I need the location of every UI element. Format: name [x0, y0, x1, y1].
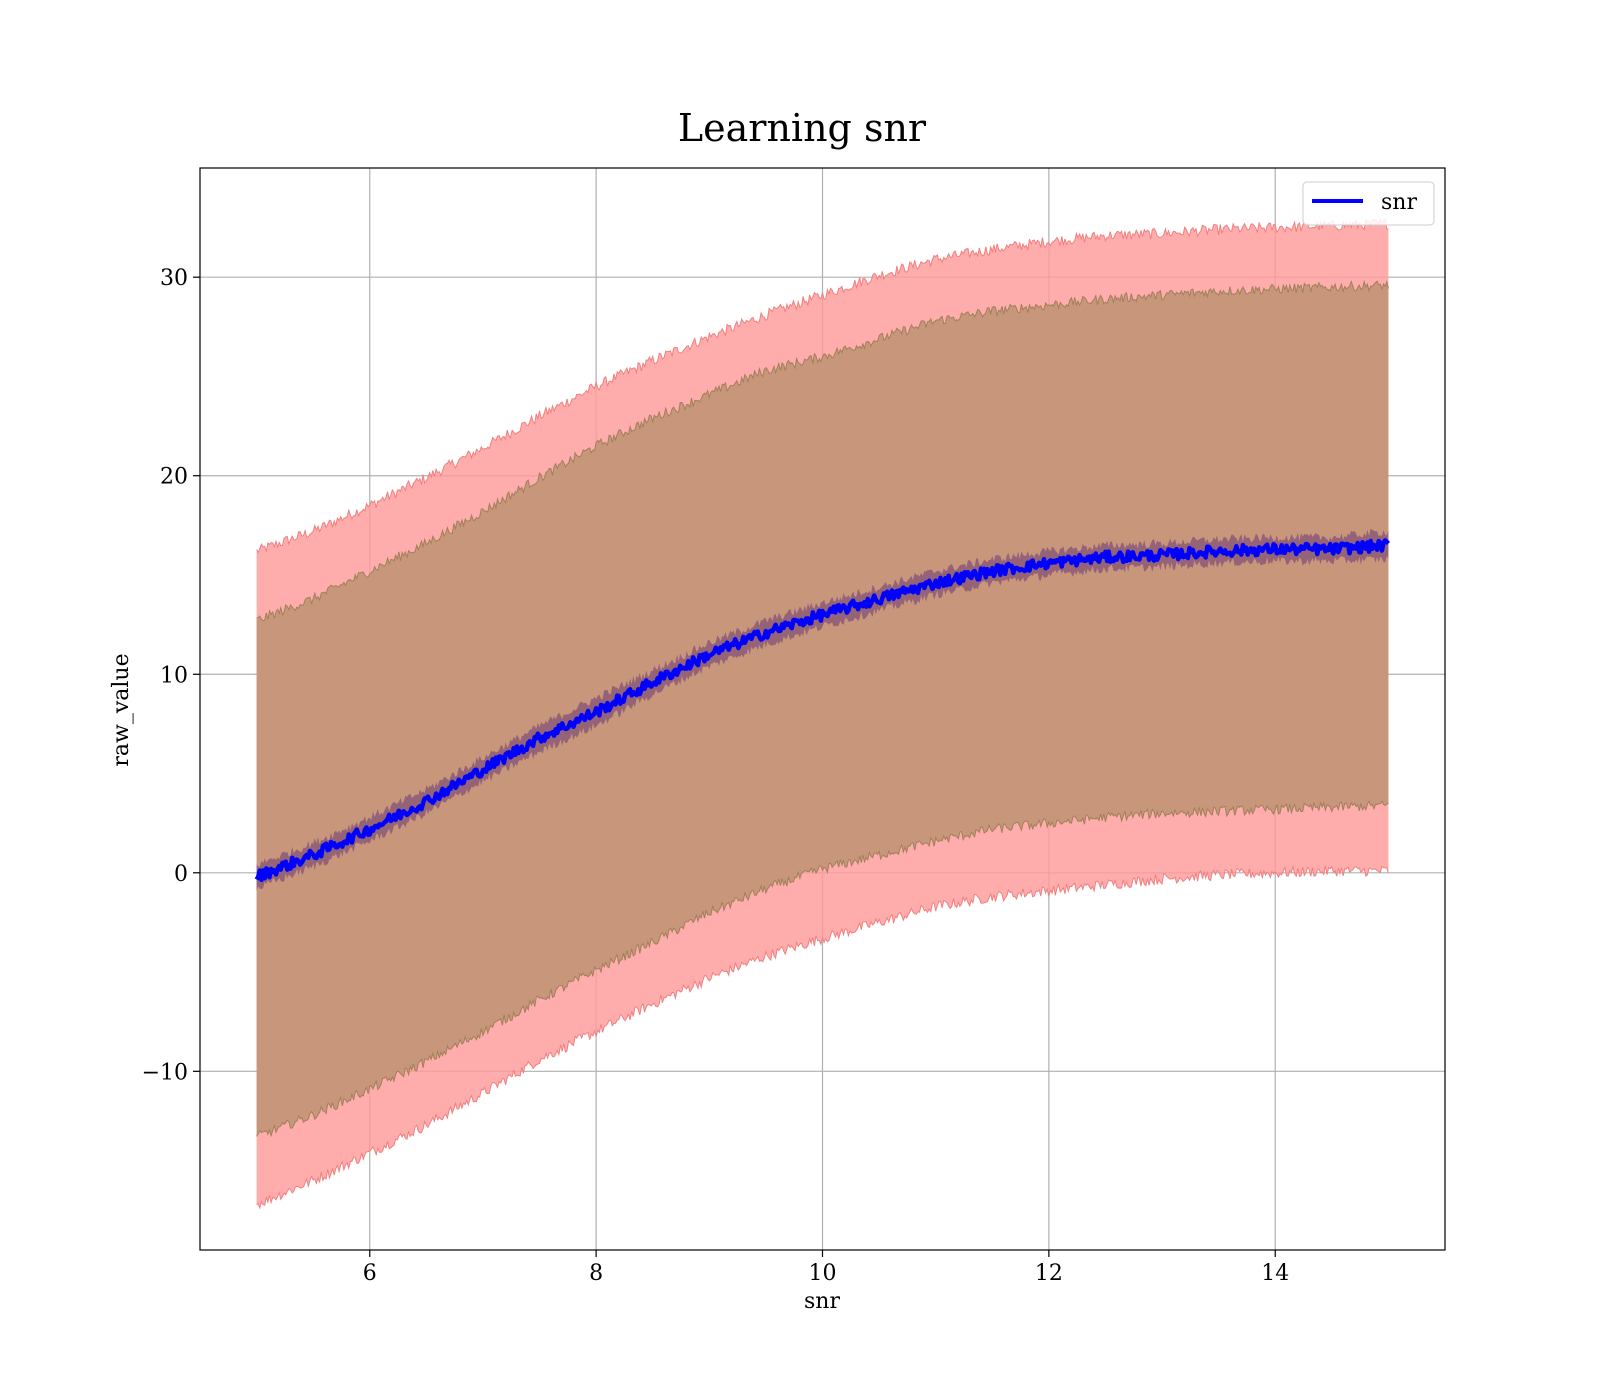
x-tick-label: 10: [809, 1261, 837, 1286]
series-lines: [254, 538, 1391, 883]
x-tick-label: 8: [589, 1261, 603, 1286]
y-tick-label: 10: [160, 663, 188, 688]
outer-band-lower-edge: [256, 864, 1389, 1210]
x-tick-label: 6: [363, 1261, 377, 1286]
confidence-bands: [256, 217, 1389, 1210]
x-tick-label: 12: [1035, 1261, 1063, 1286]
y-tick-label: 20: [160, 465, 188, 490]
y-tick-label: −10: [142, 1060, 188, 1085]
legend: snr: [1302, 181, 1435, 226]
y-axis-ticks: −10 0 10 20 30: [142, 266, 200, 1085]
legend-box: [1302, 181, 1435, 226]
middle-band: [256, 281, 1389, 1137]
y-tick-label: 0: [174, 862, 188, 887]
y-tick-label: 30: [160, 266, 188, 291]
y-axis-label: raw_value: [109, 653, 134, 766]
middle-band-lower-edge: [256, 800, 1389, 1138]
x-axis-label: snr: [804, 1289, 840, 1314]
x-tick-label: 14: [1261, 1261, 1289, 1286]
outer-band-upper-edge: [256, 217, 1389, 554]
x-axis-ticks: 6 8 10 12 14: [363, 1250, 1289, 1286]
chart-title: Learning snr: [678, 106, 927, 150]
legend-entry-snr: snr: [1381, 190, 1417, 215]
series-line-snr: [254, 538, 1391, 883]
middle-band-upper-edge: [256, 279, 1389, 622]
